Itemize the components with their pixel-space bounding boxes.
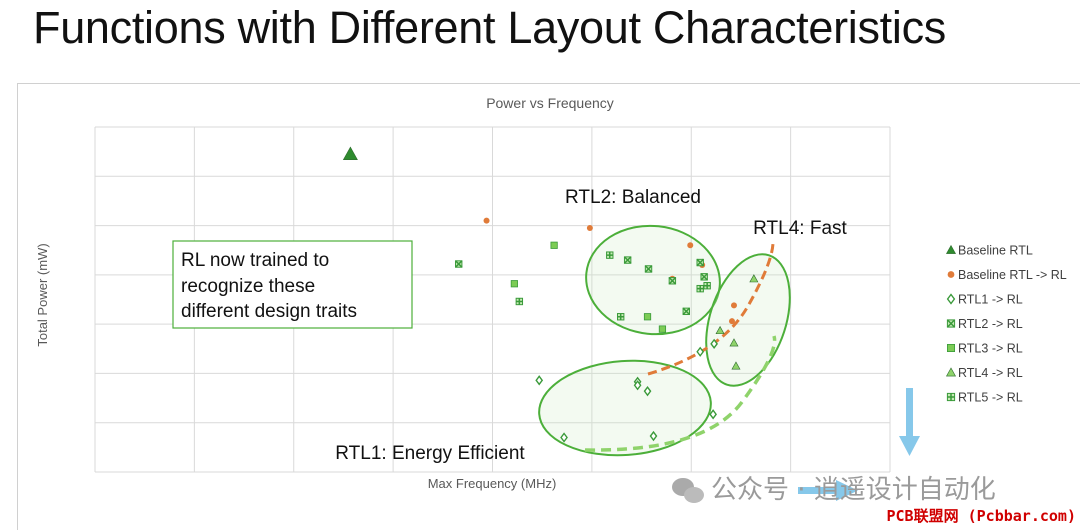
legend-label-rtl1-rl: RTL1 -> RL [958, 293, 1023, 307]
chart-title: Power vs Frequency [486, 95, 614, 111]
callout-line-1: RL now trained to [181, 250, 329, 271]
point-rtl2-rl [682, 307, 691, 316]
point-rtl2-rl [668, 277, 677, 285]
point-rtl5-rl [696, 284, 704, 293]
point-rtl1-rl [709, 409, 717, 420]
point-rtl5-rl [515, 297, 524, 306]
fast-trend-curve [647, 239, 775, 376]
legend-label-rtl3-rl: RTL3 -> RL [958, 342, 1023, 356]
legend-label-baseline-rtl-rl: Baseline RTL -> RL [958, 268, 1067, 282]
cluster-ellipses [538, 224, 791, 457]
point-rtl1-rl [535, 375, 544, 386]
legend-marker-rtl3-rl [947, 343, 956, 352]
point-baseline-rtl-rl [730, 302, 737, 309]
x-axis-label: Max Frequency (MHz) [428, 476, 557, 491]
point-rtl1-rl [710, 338, 718, 350]
legend-marker-baseline-rtl [945, 244, 957, 254]
data-points [342, 146, 759, 443]
point-rtl3-rl [510, 280, 518, 288]
point-rtl4-rl [729, 338, 739, 347]
point-rtl4-rl [749, 274, 759, 283]
point-rtl1-rl [696, 346, 705, 357]
point-baseline-rtl [342, 146, 358, 161]
point-rtl3-rl [550, 241, 558, 249]
watermark-wechat-text: 公众号 · 逍遥设计自动化 [711, 475, 996, 505]
callout-line-3: different design traits [181, 301, 357, 322]
point-rtl2-rl [696, 258, 704, 267]
point-rtl1-rl [643, 386, 652, 397]
legend-marker-rtl5-rl [946, 392, 956, 402]
point-baseline-rtl-rl [728, 318, 735, 325]
point-rtl2-rl [454, 260, 463, 268]
point-baseline-rtl-rl [483, 217, 490, 224]
point-rtl5-rl [606, 251, 614, 259]
point-rtl1-rl [633, 380, 642, 391]
point-rtl4-rl [715, 325, 725, 335]
point-rtl5-rl [703, 282, 711, 290]
point-rtl1-rl [560, 432, 568, 443]
point-rtl4-rl [731, 361, 741, 370]
legend-label-rtl5-rl: RTL5 -> RL [958, 391, 1023, 405]
efficient-trend-curve [584, 335, 777, 452]
point-rtl3-rl [643, 313, 652, 321]
y-axis-label: Total Power (mW) [35, 243, 50, 346]
watermark-site-text: PCB联盟网 (Pcbbar.com) [886, 507, 1077, 525]
annotation-balanced: RTL2: Balanced [565, 187, 701, 208]
chart-legend: Baseline RTL Baseline RTL -> RL RTL1 -> RL… [945, 244, 1067, 405]
point-rtl3-rl [658, 325, 667, 333]
callout-box: RL now trained to recognize these differ… [172, 240, 413, 329]
ellipse-balanced [585, 224, 721, 336]
annotation-fast: RTL4: Fast [753, 218, 847, 239]
callout-line-2: recognize these [181, 276, 315, 297]
point-rtl1-rl [649, 430, 658, 442]
point-rtl2-rl [623, 256, 632, 264]
trend-curves [584, 239, 777, 452]
legend-marker-baseline-rtl-rl [947, 271, 955, 278]
legend-label-rtl4-rl: RTL4 -> RL [958, 366, 1023, 380]
point-baseline-rtl-rl [586, 225, 593, 232]
slide-title: Functions with Different Layout Characte… [33, 2, 946, 53]
svg-text:RL now trained to recogn: RL now trained to recognize these differ… [181, 250, 357, 322]
watermark-arrows [798, 388, 920, 501]
legend-marker-rtl1-rl [946, 293, 956, 305]
wechat-logo-icon [672, 478, 704, 503]
legend-marker-rtl2-rl [946, 319, 956, 328]
legend-label-rtl2-rl: RTL2 -> RL [958, 317, 1023, 331]
annotation-efficient: RTL1: Energy Efficient [335, 443, 525, 464]
point-baseline-rtl-rl [687, 242, 694, 249]
ellipse-fast [705, 253, 791, 387]
point-rtl2-rl [644, 265, 653, 273]
legend-label-baseline-rtl: Baseline RTL [958, 244, 1033, 258]
point-rtl5-rl [616, 313, 625, 321]
chart-frame [17, 83, 1080, 530]
ellipse-efficient [538, 359, 712, 457]
legend-marker-rtl4-rl [945, 367, 957, 377]
point-rtl2-rl [700, 273, 708, 281]
